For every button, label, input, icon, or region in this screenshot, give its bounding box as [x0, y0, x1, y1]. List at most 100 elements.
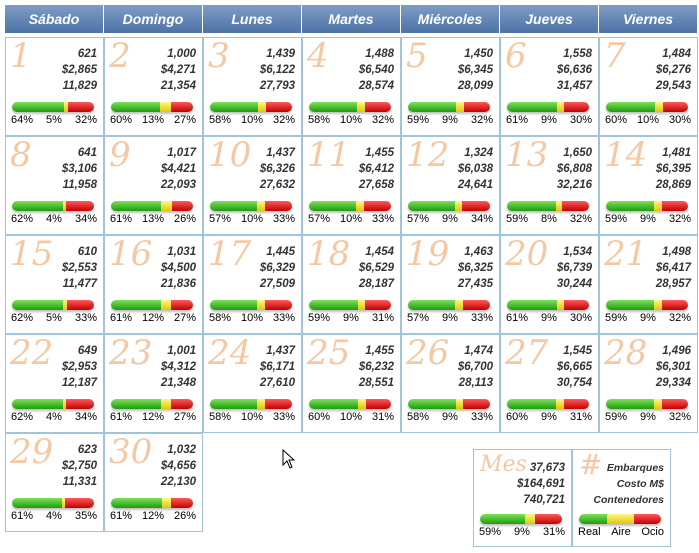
day-cell: 7 1,484 $6,276 29,543 60% 10% 30% [599, 36, 698, 136]
day-cost: $4,271 [160, 64, 196, 76]
day-containers: 27,632 [259, 179, 295, 191]
month-pct-aire: 9% [514, 526, 530, 538]
day-bar [408, 102, 490, 112]
day-shipments: 1,455 [365, 147, 394, 159]
day-containers: 30,244 [556, 278, 592, 290]
day-cell: 4 1,488 $6,540 28,574 58% 10% 32% [302, 36, 401, 136]
day-cell: 25 1,455 $6,232 28,551 60% 10% 31% [302, 333, 401, 433]
day-bar-aire [62, 201, 67, 211]
day-shipments: 1,474 [464, 345, 493, 357]
month-bar-aire [525, 514, 535, 524]
day-pct-real: 61% [506, 114, 529, 126]
day-pct-aire: 8% [541, 213, 557, 225]
day-bar-ocio [171, 201, 193, 211]
day-cost: $6,808 [556, 163, 592, 175]
day-bar-ocio [364, 102, 391, 112]
day-shipments: 1,558 [563, 48, 592, 60]
day-cell: 10 1,437 $6,326 27,632 57% 10% 33% [203, 135, 302, 235]
day-bar-real [210, 300, 258, 310]
day-values: 1,324 $6,038 24,641 [458, 145, 493, 193]
day-pct-aire: 10% [339, 213, 363, 225]
day-values: 1,454 $6,529 28,187 [359, 244, 394, 292]
day-bar-real [606, 102, 656, 112]
day-pct-ocio: 26% [173, 213, 196, 225]
day-bar-ocio [170, 102, 193, 112]
day-bar-real [408, 399, 456, 409]
day-bar-ocio [365, 399, 391, 409]
day-pct-real: 59% [605, 411, 628, 423]
day-bar-aire [654, 399, 662, 409]
day-containers: 28,869 [655, 179, 691, 191]
day-cost: $2,553 [61, 262, 97, 274]
day-bar [507, 102, 589, 112]
day-bar-real [210, 399, 258, 409]
day-bar [12, 399, 94, 409]
day-pct-real: 59% [308, 312, 331, 324]
day-values: 1,017 $4,421 22,093 [161, 145, 196, 193]
day-bar-ocio [65, 498, 94, 508]
day-bar-real [309, 102, 357, 112]
day-shipments: 1,450 [464, 48, 493, 60]
day-number: 2 [109, 36, 131, 76]
day-pct-real: 62% [11, 411, 34, 423]
day-shipments: 1,439 [266, 48, 295, 60]
day-pct-real: 57% [209, 213, 232, 225]
day-percentages: 61% 12% 26% [110, 510, 196, 522]
day-percentages: 62% 4% 34% [11, 411, 97, 423]
day-shipments: 1,496 [662, 345, 691, 357]
day-cost: $3,106 [61, 163, 97, 175]
day-bar-real [111, 201, 162, 211]
day-containers: 29,334 [655, 377, 691, 389]
day-bar-real [111, 498, 162, 508]
day-pct-ocio: 27% [173, 114, 196, 126]
day-shipments: 1,017 [167, 147, 196, 159]
day-bar-real [309, 300, 358, 310]
day-cell: 8 641 $3,106 11,958 62% 4% 34% [5, 135, 104, 235]
day-number: 26 [406, 333, 450, 373]
day-pct-real: 59% [407, 114, 430, 126]
day-percentages: 60% 10% 30% [605, 114, 691, 126]
day-shipments: 649 [77, 345, 97, 357]
month-cost: $164,691 [517, 478, 565, 490]
day-pct-ocio: 33% [272, 312, 295, 324]
day-pct-ocio: 27% [173, 312, 196, 324]
day-cell: 12 1,324 $6,038 24,641 57% 9% 34% [401, 135, 500, 235]
day-containers: 11,829 [62, 80, 97, 92]
day-values: 1,650 $6,808 32,216 [557, 145, 592, 193]
day-pct-ocio: 32% [569, 213, 592, 225]
day-pct-ocio: 32% [668, 411, 691, 423]
day-shipments: 1,455 [365, 345, 394, 357]
day-pct-aire: 13% [141, 114, 165, 126]
day-bar-aire [257, 399, 266, 409]
day-cell: 5 1,450 $6,345 28,099 59% 9% 32% [401, 36, 500, 136]
day-cell: 27 1,545 $6,665 30,754 60% 9% 31% [500, 333, 599, 433]
day-pct-ocio: 31% [569, 411, 592, 423]
day-cell: 20 1,534 $6,739 30,244 61% 9% 30% [500, 234, 599, 334]
day-shipments: 623 [77, 444, 97, 456]
day-bar [507, 201, 589, 211]
day-cell: 19 1,463 $6,325 27,435 57% 9% 33% [401, 234, 500, 334]
day-containers: 27,658 [358, 179, 394, 191]
day-shipments: 1,650 [563, 147, 592, 159]
day-values: 1,484 $6,276 29,543 [656, 46, 691, 94]
day-bar-aire [654, 300, 662, 310]
day-bar-aire [62, 498, 66, 508]
day-pct-real: 61% [110, 411, 133, 423]
day-containers: 11,958 [62, 179, 97, 191]
day-cell: 13 1,650 $6,808 32,216 59% 8% 32% [500, 135, 599, 235]
day-bar-real [210, 201, 257, 211]
legend-label-aire: Aire [611, 526, 631, 538]
day-cell: 23 1,001 $4,312 21,348 61% 12% 27% [104, 333, 203, 433]
month-bar-real [480, 514, 526, 524]
day-pct-aire: 4% [46, 213, 62, 225]
day-pct-real: 60% [110, 114, 133, 126]
day-bar-aire [357, 399, 366, 409]
day-bar [12, 300, 94, 310]
day-cost: $6,122 [259, 64, 295, 76]
month-summary: Mes 37,673 $164,691 740,721 59% 9% 31% [473, 449, 572, 547]
day-number: 13 [505, 135, 549, 175]
day-cell: 24 1,437 $6,171 27,610 58% 10% 33% [203, 333, 302, 433]
day-pct-aire: 9% [640, 213, 656, 225]
day-pct-ocio: 34% [470, 213, 493, 225]
day-bar-ocio [68, 102, 94, 112]
